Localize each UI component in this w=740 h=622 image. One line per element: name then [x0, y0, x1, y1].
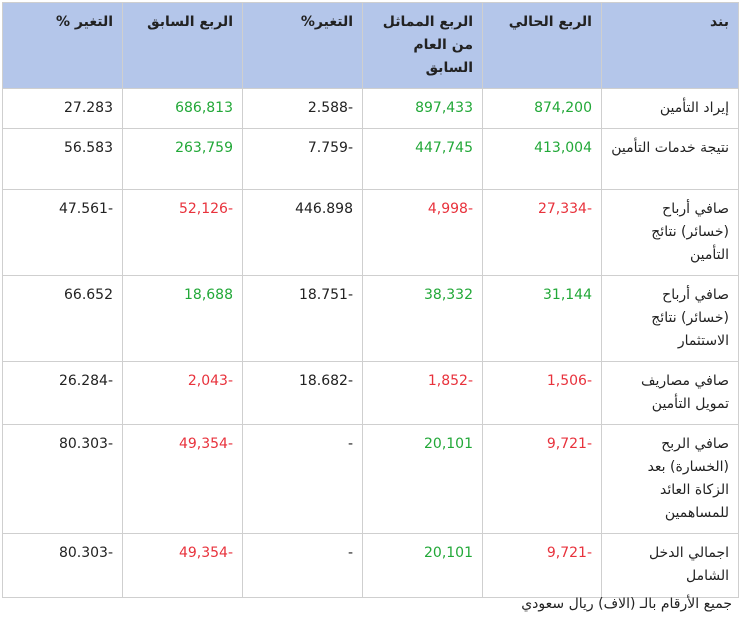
- header-cell: الربع السابق: [122, 2, 243, 89]
- header-row: بند الربع الحالي الربع المماثل من العام ال…: [2, 2, 739, 89]
- value-cell: 686,813: [122, 88, 243, 129]
- value-cell: 18,688: [122, 275, 243, 362]
- footnote: جميع الأرقام بالـ (الاف) ريال سعودي: [521, 596, 732, 612]
- value-cell: 49,354-: [122, 424, 243, 534]
- item-cell: إيراد التأمين: [601, 88, 739, 129]
- header-cell: بند: [601, 2, 739, 89]
- header-cell: التغير %: [2, 2, 123, 89]
- value-cell: 2.588-: [242, 88, 363, 129]
- row: نتيجة خدمات التأمين 413,004 447,745 7.759- 2…: [2, 128, 739, 190]
- value-cell: 52,126-: [122, 189, 243, 276]
- value-cell: 1,506-: [482, 361, 602, 425]
- value-cell: 2,043-: [122, 361, 243, 425]
- value-cell: 56.583: [2, 128, 123, 190]
- value-cell: 47.561-: [2, 189, 123, 276]
- value-cell: 80.303-: [2, 533, 123, 598]
- header-cell: التغير%: [242, 2, 363, 89]
- value-cell: 874,200: [482, 88, 602, 129]
- value-cell: 897,433: [362, 88, 483, 129]
- value-cell: 1,852-: [362, 361, 483, 425]
- item-cell: صافي الربح (الخسارة) بعد الزكاة العائد ل…: [601, 424, 739, 534]
- value-cell: 49,354-: [122, 533, 243, 598]
- value-cell: 263,759: [122, 128, 243, 190]
- value-cell: 20,101: [362, 533, 483, 598]
- table-wrap: بند الربع الحالي الربع المماثل من العام ال…: [2, 2, 739, 598]
- value-cell: 4,998-: [362, 189, 483, 276]
- value-cell: 18.751-: [242, 275, 363, 362]
- row: صافي الربح (الخسارة) بعد الزكاة العائد ل…: [2, 424, 739, 534]
- item-cell: صافي أرباح (خسائر) نتائج التأمين: [601, 189, 739, 276]
- value-cell: 413,004: [482, 128, 602, 190]
- header-cell: الربع المماثل من العام السابق: [362, 2, 483, 89]
- value-cell: 27.283: [2, 88, 123, 129]
- value-cell: 7.759-: [242, 128, 363, 190]
- row: صافي أرباح (خسائر) نتائج الاستثمار 31,144…: [2, 275, 739, 362]
- value-cell: 446.898: [242, 189, 363, 276]
- header-cell: الربع الحالي: [482, 2, 602, 89]
- value-cell: 80.303-: [2, 424, 123, 534]
- value-cell: 38,332: [362, 275, 483, 362]
- item-cell: صافي مصاريف تمويل التأمين: [601, 361, 739, 425]
- value-cell: -: [242, 533, 363, 598]
- item-cell: اجمالي الدخل الشامل: [601, 533, 739, 598]
- value-cell: 20,101: [362, 424, 483, 534]
- value-cell: 26.284-: [2, 361, 123, 425]
- row: إيراد التأمين 874,200 897,433 2.588- 686,813…: [2, 88, 739, 129]
- table: بند الربع الحالي الربع المماثل من العام ال…: [2, 2, 739, 598]
- value-cell: -: [242, 424, 363, 534]
- value-cell: 18.682-: [242, 361, 363, 425]
- value-cell: 447,745: [362, 128, 483, 190]
- value-cell: 9,721-: [482, 424, 602, 534]
- row: صافي مصاريف تمويل التأمين 1,506- 1,852- 18.…: [2, 361, 739, 425]
- value-cell: 31,144: [482, 275, 602, 362]
- item-cell: نتيجة خدمات التأمين: [601, 128, 739, 190]
- item-cell: صافي أرباح (خسائر) نتائج الاستثمار: [601, 275, 739, 362]
- value-cell: 66.652: [2, 275, 123, 362]
- row: اجمالي الدخل الشامل 9,721- 20,101-49,354- 8…: [2, 533, 739, 598]
- value-cell: 9,721-: [482, 533, 602, 598]
- row: صافي أرباح (خسائر) نتائج التأمين 27,334- 4…: [2, 189, 739, 276]
- value-cell: 27,334-: [482, 189, 602, 276]
